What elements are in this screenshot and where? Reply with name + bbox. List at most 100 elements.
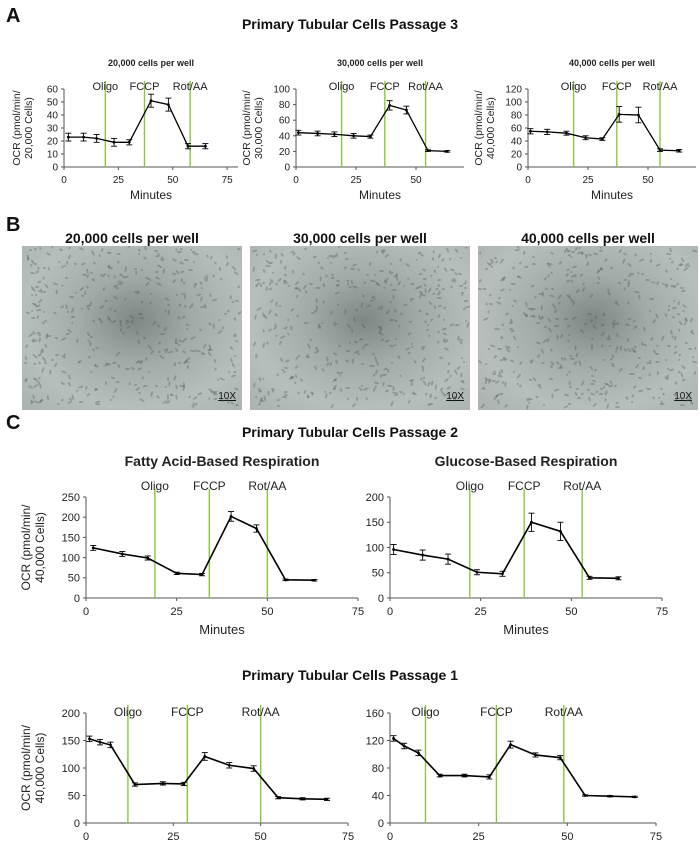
injection-label: Rot/AA — [242, 705, 280, 719]
data-point — [461, 773, 468, 778]
data-point — [199, 572, 206, 577]
y-tick-label: 100 — [62, 552, 80, 564]
data-point — [606, 794, 613, 798]
x-tick-label: 50 — [561, 831, 573, 843]
y-tick-label: 150 — [62, 532, 80, 544]
series-line — [393, 737, 635, 798]
series-line — [68, 99, 206, 147]
injection-label: Oligo — [141, 479, 169, 493]
chart-c4: 0 40 80 120 160 0 25 50 75 Oligo FCCP Rot/AA — [366, 705, 662, 843]
y-tick-label: 0 — [284, 163, 290, 174]
magnification-label: 10X — [674, 391, 692, 402]
y-tick-label: 0 — [74, 818, 80, 830]
y-tick-label: 20 — [279, 147, 291, 158]
data-point — [180, 781, 187, 787]
series-line — [298, 104, 448, 153]
injection-label: FCCP — [480, 705, 513, 719]
injection-label: Oligo — [456, 479, 484, 493]
injection-label: Oligo — [411, 705, 439, 719]
data-point — [444, 150, 451, 153]
panel-letter-b: B — [6, 214, 21, 236]
y-tick-label: 100 — [273, 85, 290, 96]
x-axis-label: Minutes — [130, 188, 172, 202]
x-tick-label: 25 — [582, 175, 594, 186]
chart-a1: 20,000 cells per well 0 10 20 30 40 50 60 0 25 50 7… — [11, 58, 238, 202]
data-point — [403, 105, 410, 115]
data-point — [65, 132, 72, 142]
data-point — [159, 781, 166, 786]
data-point — [436, 773, 443, 778]
injection-label: Oligo — [92, 81, 118, 93]
data-point — [599, 137, 606, 141]
data-point — [86, 735, 93, 743]
data-point — [425, 149, 431, 153]
data-point — [184, 143, 191, 150]
x-tick-label: 25 — [167, 831, 179, 843]
y-tick-label: 50 — [68, 790, 80, 802]
data-point — [563, 130, 570, 136]
x-tick-label: 25 — [473, 831, 485, 843]
data-point — [126, 139, 133, 146]
data-point — [445, 553, 452, 565]
x-tick-label: 50 — [410, 175, 422, 186]
y-tick-label: 200 — [62, 512, 80, 524]
x-tick-label: 50 — [261, 606, 273, 618]
chart-title: 30,000 cells per well — [337, 58, 423, 68]
y-tick-label: 200 — [62, 708, 80, 720]
series-line — [393, 521, 619, 580]
magnification-label: 10X — [218, 391, 236, 402]
data-point — [486, 774, 493, 780]
y-tick-label: 30 — [47, 124, 59, 135]
y-tick-label: 0 — [378, 818, 384, 830]
injection-label: Rot/AA — [248, 479, 286, 493]
data-point — [250, 765, 257, 772]
x-tick-label: 50 — [255, 831, 267, 843]
data-point — [499, 570, 506, 577]
data-point — [324, 797, 331, 801]
data-point — [390, 544, 397, 556]
data-point — [275, 796, 282, 800]
data-point — [657, 148, 663, 152]
data-point — [90, 545, 97, 551]
data-point — [631, 795, 638, 799]
chart-title: 20,000 cells per well — [108, 58, 194, 68]
data-point — [295, 129, 302, 136]
y-tick-label: 60 — [511, 124, 523, 135]
y-tick-label: 80 — [511, 111, 523, 122]
data-point — [202, 143, 209, 150]
data-point — [93, 134, 100, 143]
data-point — [557, 755, 564, 761]
chart-a2: 30,000 cells per well 0 20 40 60 80 100 0 25 50 Mi… — [241, 58, 464, 202]
data-point — [582, 794, 589, 797]
data-point — [616, 106, 623, 123]
y-tick-label: 20 — [511, 150, 523, 161]
x-tick-label: 25 — [113, 175, 125, 186]
data-point — [544, 128, 551, 135]
injection-label: Rot/AA — [643, 81, 679, 93]
y-tick-label: 0 — [378, 593, 384, 605]
x-tick-label: 25 — [350, 175, 362, 186]
data-point — [226, 762, 233, 769]
y-axis-label: OCR (pmol/min/40,000 Cells) — [19, 724, 47, 811]
injection-label: Rot/AA — [173, 81, 209, 93]
y-tick-label: 40 — [511, 137, 523, 148]
injection-label: Rot/AA — [545, 705, 583, 719]
x-tick-label: 0 — [61, 175, 67, 186]
data-point — [131, 782, 138, 787]
panel-a-title: Primary Tubular Cells Passage 3 — [241, 16, 459, 32]
chart-c3: 0 50 100 150 200 0 25 50 75 OCR (pmol/min/40,000 … — [19, 705, 354, 843]
y-tick-label: 150 — [366, 517, 384, 529]
y-axis-label: OCR (pmol/min/30,000 Cells) — [241, 90, 265, 165]
data-point — [527, 128, 534, 135]
x-axis-label: Minutes — [503, 622, 549, 637]
chart-title: Fatty Acid-Based Respiration — [125, 453, 320, 469]
x-tick-label: 0 — [83, 831, 89, 843]
micrograph-title-3: 40,000 cells per well — [521, 230, 655, 246]
chart-c2: Glucose-Based Respiration 0 50 100 150 200 0 25… — [366, 453, 668, 637]
data-point — [253, 524, 260, 533]
x-tick-label: 50 — [642, 175, 654, 186]
y-tick-label: 120 — [366, 735, 384, 747]
data-point — [311, 578, 318, 582]
injection-label: FCCP — [171, 705, 204, 719]
chart-c1: Fatty Acid-Based Respiration 0 50 100 150 200… — [19, 453, 364, 637]
